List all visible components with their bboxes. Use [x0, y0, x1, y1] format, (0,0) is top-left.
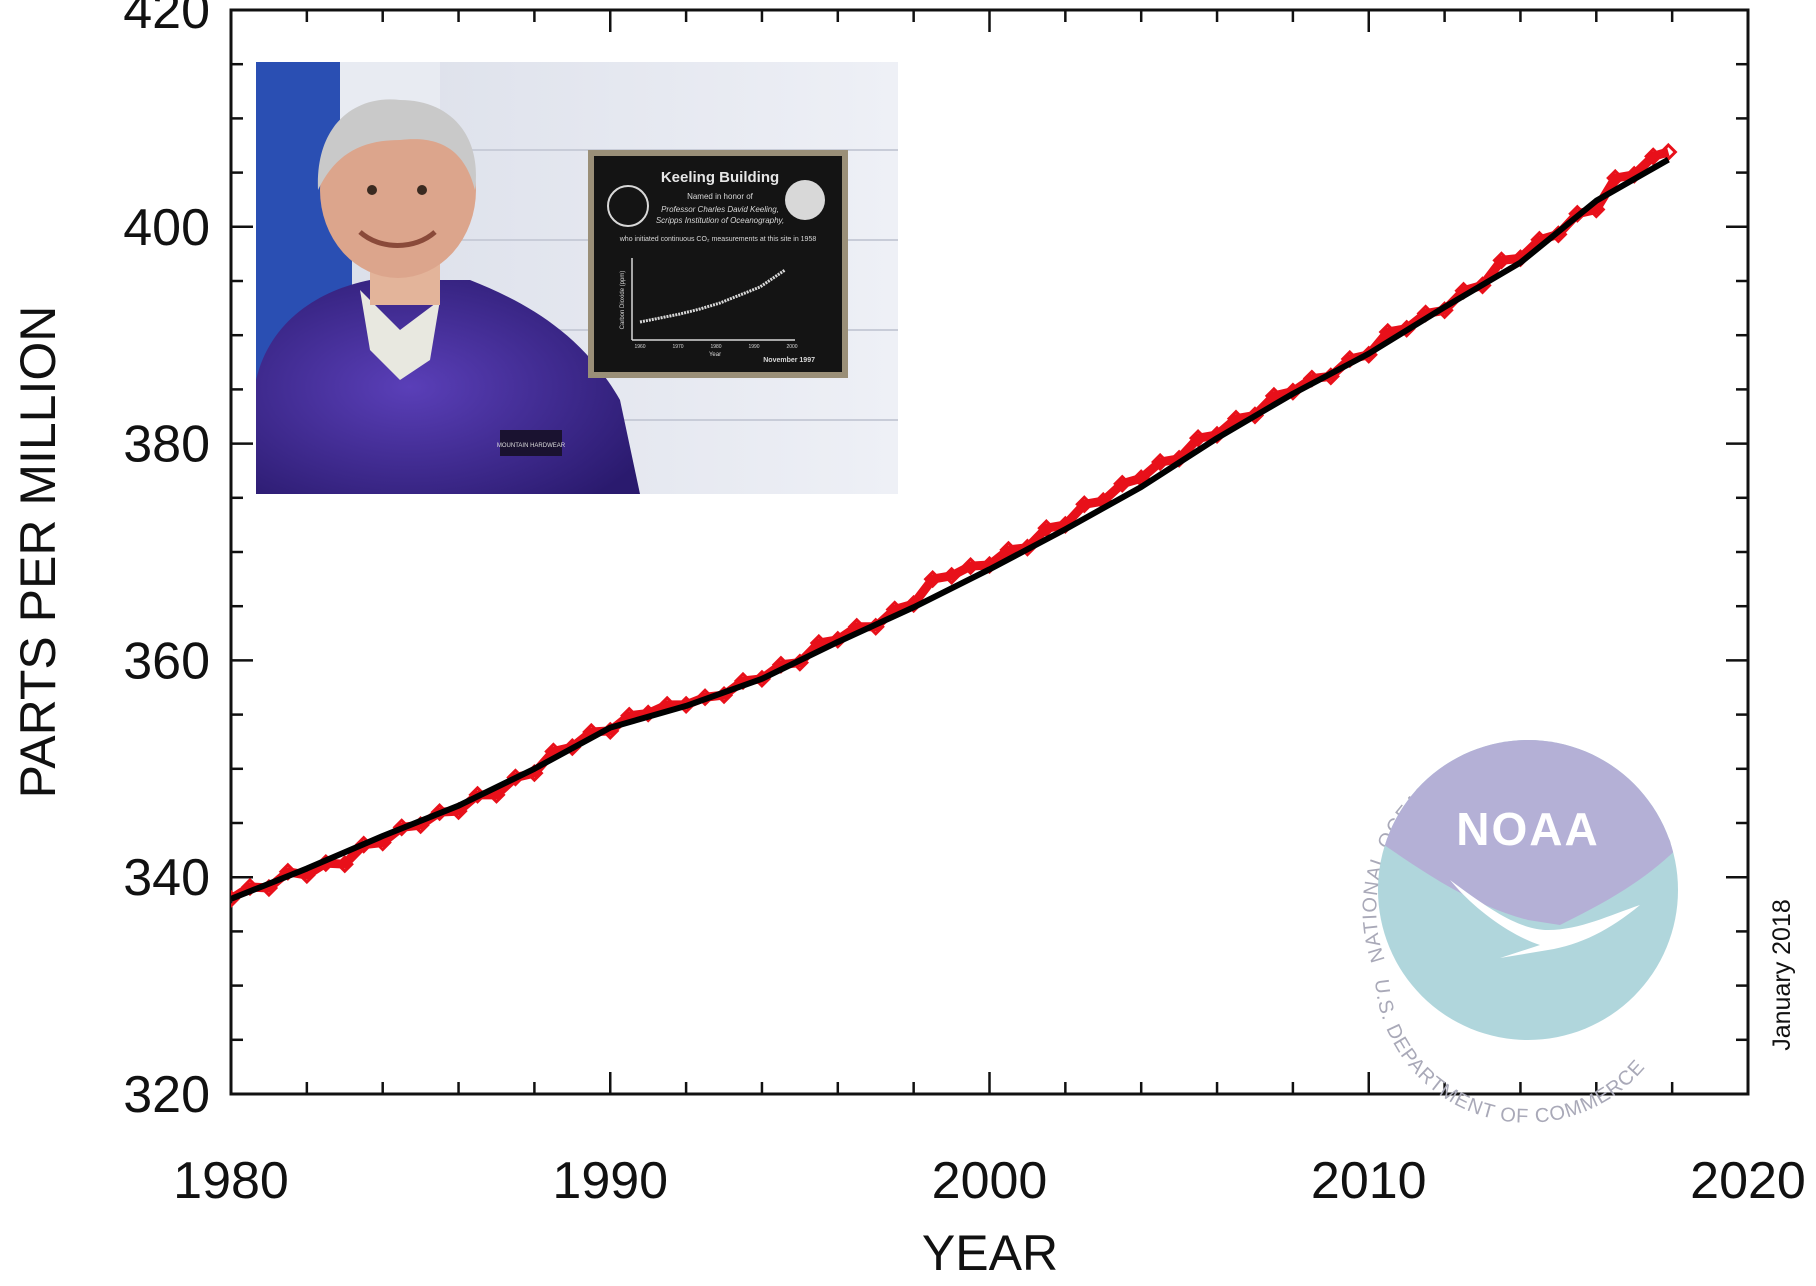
plaque-name: Professor Charles David Keeling,	[661, 205, 779, 214]
y-tick-label: 340	[123, 849, 210, 907]
plaque-tick-label: 1990	[748, 344, 759, 350]
plaque-title: Keeling Building	[661, 169, 779, 186]
jacket-label: MOUNTAIN HARDWEAR	[497, 443, 566, 449]
date-stamp: January 2018	[1768, 899, 1796, 1051]
plaque-tick-label: 1980	[710, 344, 721, 350]
y-axis-title: PARTS PER MILLION	[10, 306, 66, 799]
data-point	[639, 704, 658, 723]
data-point	[1644, 147, 1663, 166]
plaque-subtitle: Named in honor of	[687, 192, 754, 201]
trend-line	[231, 156, 1670, 902]
inset-photo: MOUNTAIN HARDWEAR Keeling Building Named…	[256, 62, 898, 494]
x-tick-label: 1990	[552, 1152, 668, 1210]
series-trend	[231, 156, 1670, 902]
plaque-institution: Scripps Institution of Oceanography,	[656, 216, 784, 225]
y-tick-labels: 320 340 360 380 400 420	[123, 0, 210, 1124]
data-point	[335, 855, 354, 874]
plaque-caption: who initiated continuous CO₂ measurement…	[619, 236, 817, 243]
plaque-axis-y: Carbon Dioxide (ppm)	[620, 271, 626, 330]
plaque-noaa-icon	[785, 180, 825, 220]
plaque-tick-label: 1960	[634, 344, 645, 350]
data-point	[942, 566, 961, 585]
plaque-x-ticks: 1960 1970 1980 1990 2000	[634, 344, 797, 350]
plaque-axis-x: Year	[709, 352, 721, 358]
y-tick-label: 420	[123, 0, 210, 40]
y-tick-label: 380	[123, 416, 210, 474]
data-point	[961, 556, 980, 576]
x-tick-label: 2020	[1690, 1152, 1806, 1210]
x-tick-label: 2010	[1311, 1152, 1427, 1210]
data-point	[1037, 519, 1056, 538]
data-point	[1151, 452, 1170, 472]
x-tick-label: 2000	[932, 1152, 1048, 1210]
data-point	[1492, 251, 1511, 270]
data-point	[1606, 168, 1625, 188]
y-tick-label: 320	[123, 1066, 210, 1124]
x-tick-label: 1980	[173, 1152, 289, 1210]
tick-marks	[229, 8, 1750, 1096]
data-point	[1113, 474, 1132, 493]
y-tick-label: 400	[123, 199, 210, 257]
x-tick-labels: 1980 1990 2000 2010 2020	[173, 1152, 1806, 1210]
data-point	[1188, 429, 1208, 448]
data-point	[1075, 495, 1094, 514]
plaque-tick-label: 1970	[672, 344, 683, 350]
data-point	[923, 569, 942, 589]
plaque-seal-icon	[607, 185, 649, 227]
y-tick-label: 360	[123, 632, 210, 690]
plaque-tick-label: 2000	[786, 344, 797, 350]
plaque-date: November 1997	[763, 357, 815, 364]
data-point	[1659, 142, 1678, 162]
noaa-logo-wordmark: NOAA	[1456, 803, 1599, 855]
x-axis-title: YEAR	[922, 1225, 1058, 1281]
